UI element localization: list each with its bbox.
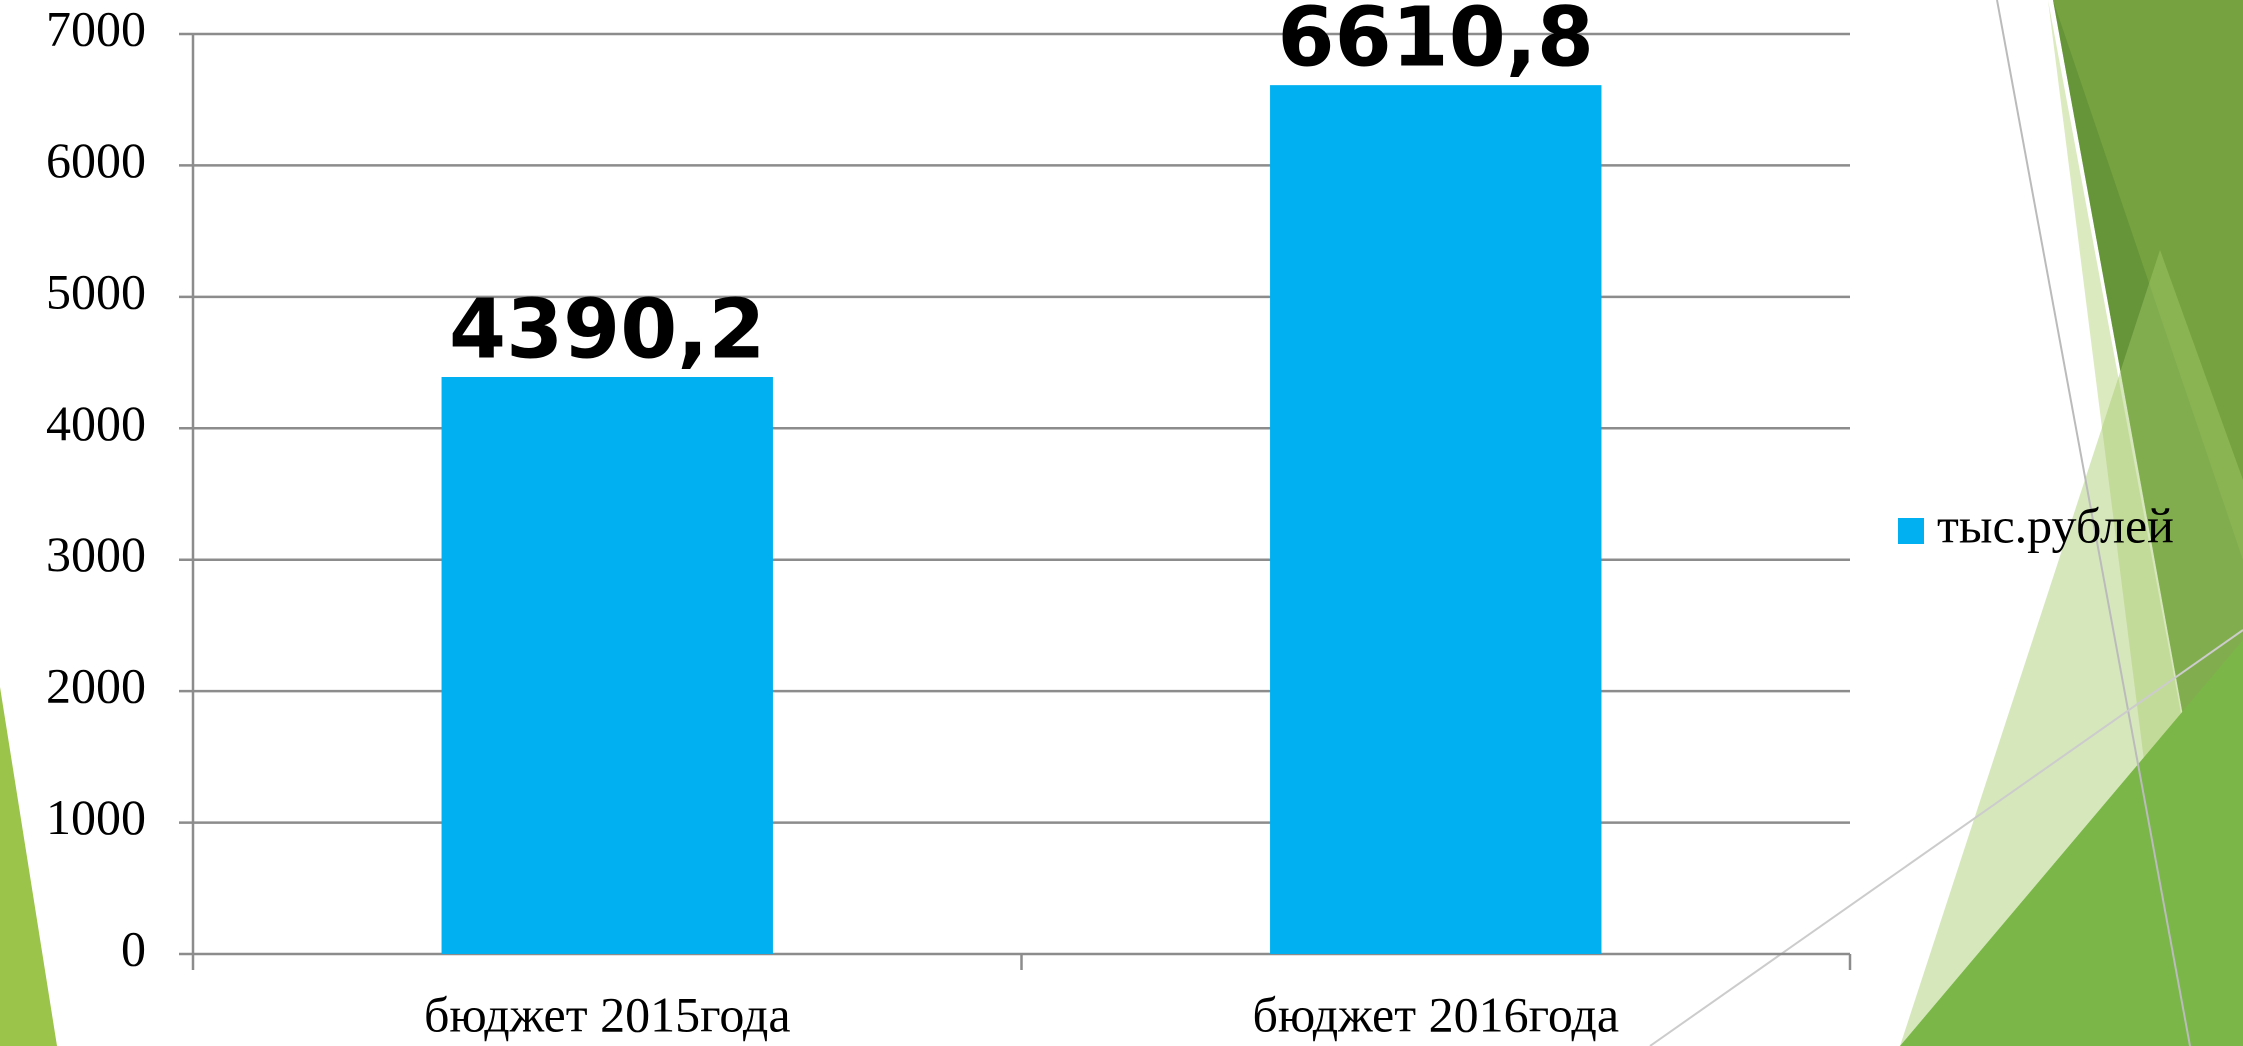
y-tick-label: 1000: [46, 789, 146, 845]
y-tick-label: 0: [121, 920, 146, 976]
deco-line: [1996, 0, 2191, 1046]
y-tick-label: 3000: [46, 526, 146, 582]
bar: [1270, 85, 1602, 955]
value-label: 6610,8: [1278, 0, 1594, 86]
y-tick-label: 2000: [46, 658, 146, 714]
deco-line: [1649, 629, 2243, 1046]
legend-swatch: [1898, 518, 1924, 544]
deco-triangle: [0, 687, 57, 1046]
deco-triangle: [1900, 640, 2243, 1046]
x-tick-label: бюджет 2015года: [424, 986, 791, 1042]
value-label: 4390,2: [449, 282, 765, 377]
y-tick-label: 4000: [46, 395, 146, 451]
y-tick-label: 6000: [46, 132, 146, 188]
bar: [441, 377, 773, 954]
y-tick-label: 7000: [46, 0, 146, 56]
legend-label: тыс.рублей: [1937, 497, 2174, 553]
x-tick-label: бюджет 2016года: [1252, 986, 1619, 1042]
y-tick-label: 5000: [46, 263, 146, 319]
